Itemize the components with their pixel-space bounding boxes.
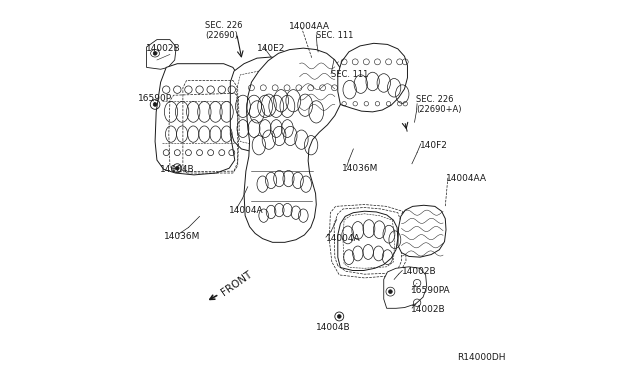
Text: SEC. 226
(22690+A): SEC. 226 (22690+A) [417,95,462,114]
Ellipse shape [153,103,157,106]
Text: SEC. 111: SEC. 111 [331,70,369,79]
Text: 16590PA: 16590PA [411,286,451,295]
Polygon shape [398,205,446,257]
Text: 14004AA: 14004AA [289,22,330,31]
Text: SEC. 111: SEC. 111 [316,31,354,41]
Ellipse shape [337,315,341,318]
Text: 14004AA: 14004AA [446,174,487,183]
Text: 140E2: 140E2 [257,44,285,53]
Text: FRONT: FRONT [219,269,253,298]
Text: 14036M: 14036M [164,231,200,241]
Text: 14004A: 14004A [326,234,360,243]
Text: R14000DH: R14000DH [457,353,506,362]
Text: 14004A: 14004A [229,206,264,215]
Polygon shape [338,211,398,270]
Ellipse shape [388,290,392,294]
Text: 16590P: 16590P [138,94,173,103]
Polygon shape [147,39,176,69]
Text: 140F2: 140F2 [420,141,448,150]
Ellipse shape [153,51,157,55]
Text: 14002B: 14002B [146,44,180,53]
Text: 14004B: 14004B [160,165,195,174]
Polygon shape [293,57,338,113]
Text: 14036M: 14036M [342,164,379,173]
Text: 14004B: 14004B [316,323,350,332]
Polygon shape [384,267,427,308]
Text: 14002B: 14002B [411,305,445,314]
Text: SEC. 226
(22690): SEC. 226 (22690) [205,20,243,40]
Polygon shape [244,48,343,242]
Polygon shape [230,57,295,152]
Text: 14002B: 14002B [401,267,436,276]
Ellipse shape [175,166,179,170]
Polygon shape [338,43,408,112]
Polygon shape [155,64,237,175]
